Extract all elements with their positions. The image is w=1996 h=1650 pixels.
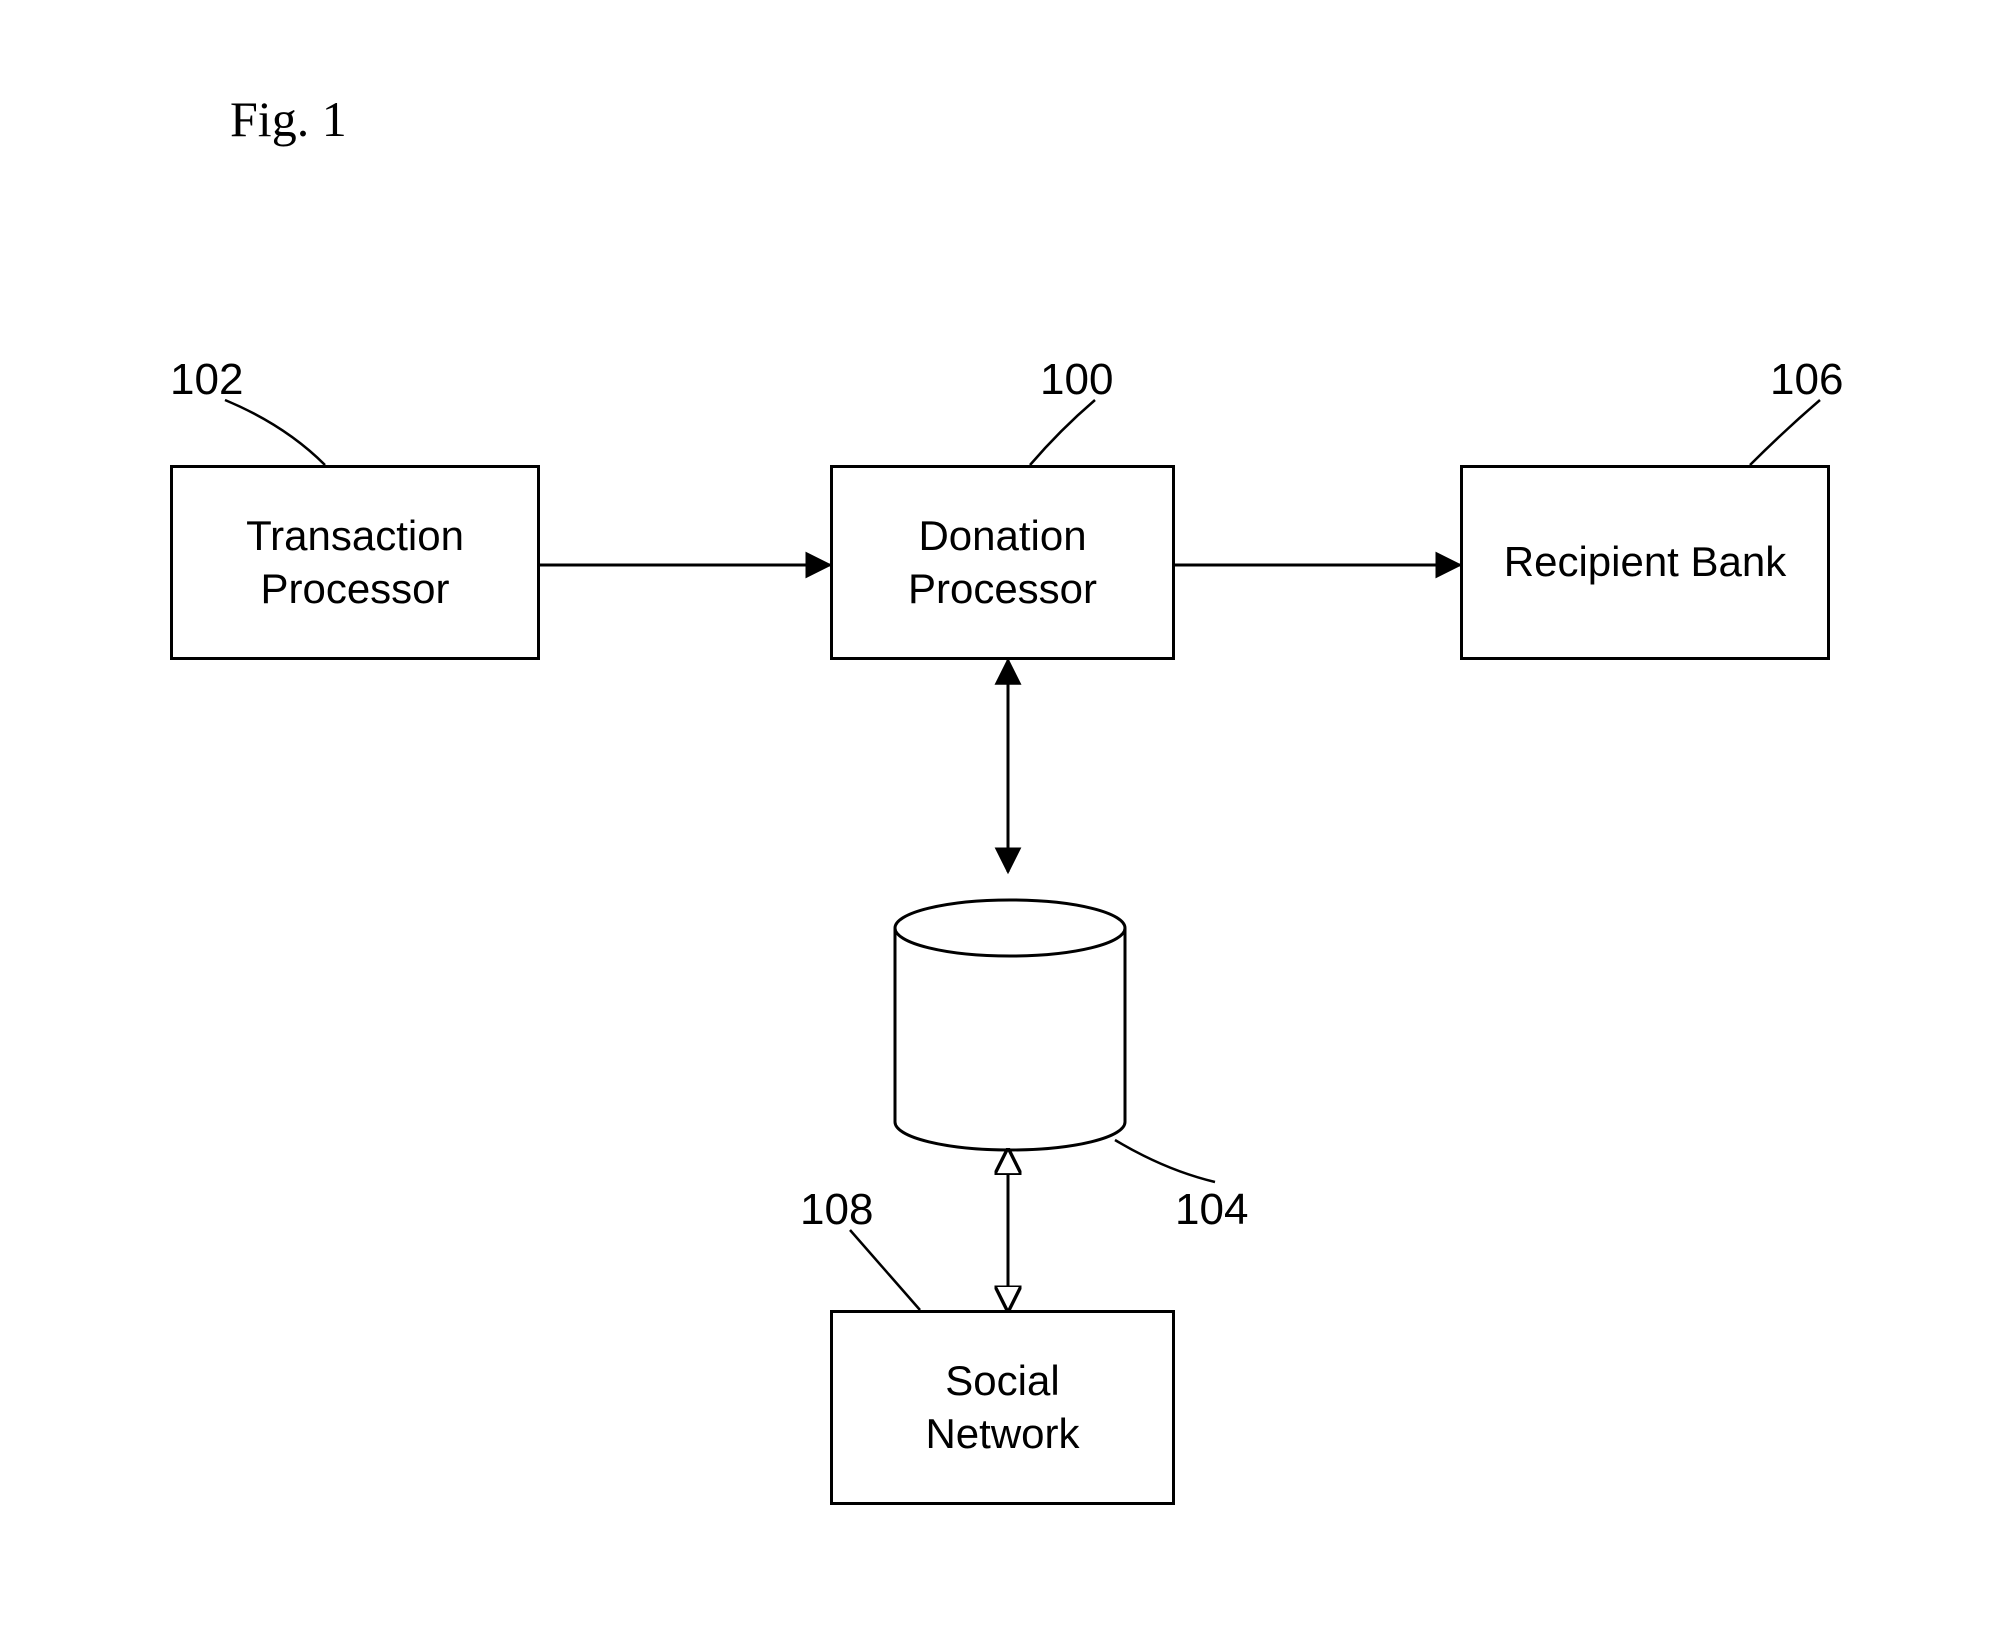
node-social-network: SocialNetwork	[830, 1310, 1175, 1505]
ref-label-108: 108	[800, 1185, 873, 1235]
ref-label-106: 106	[1770, 355, 1843, 405]
node-donation-database-label: DonationDatabase	[895, 958, 1125, 1058]
ref-label-104: 104	[1175, 1185, 1248, 1235]
diagram-canvas: Fig. 1 TransactionProcessor DonationProc…	[0, 0, 1996, 1650]
ref-label-102: 102	[170, 355, 243, 405]
node-donation-processor: DonationProcessor	[830, 465, 1175, 660]
figure-title: Fig. 1	[230, 90, 347, 148]
node-transaction-processor: TransactionProcessor	[170, 465, 540, 660]
node-recipient-bank: Recipient Bank	[1460, 465, 1830, 660]
ref-label-100: 100	[1040, 355, 1113, 405]
